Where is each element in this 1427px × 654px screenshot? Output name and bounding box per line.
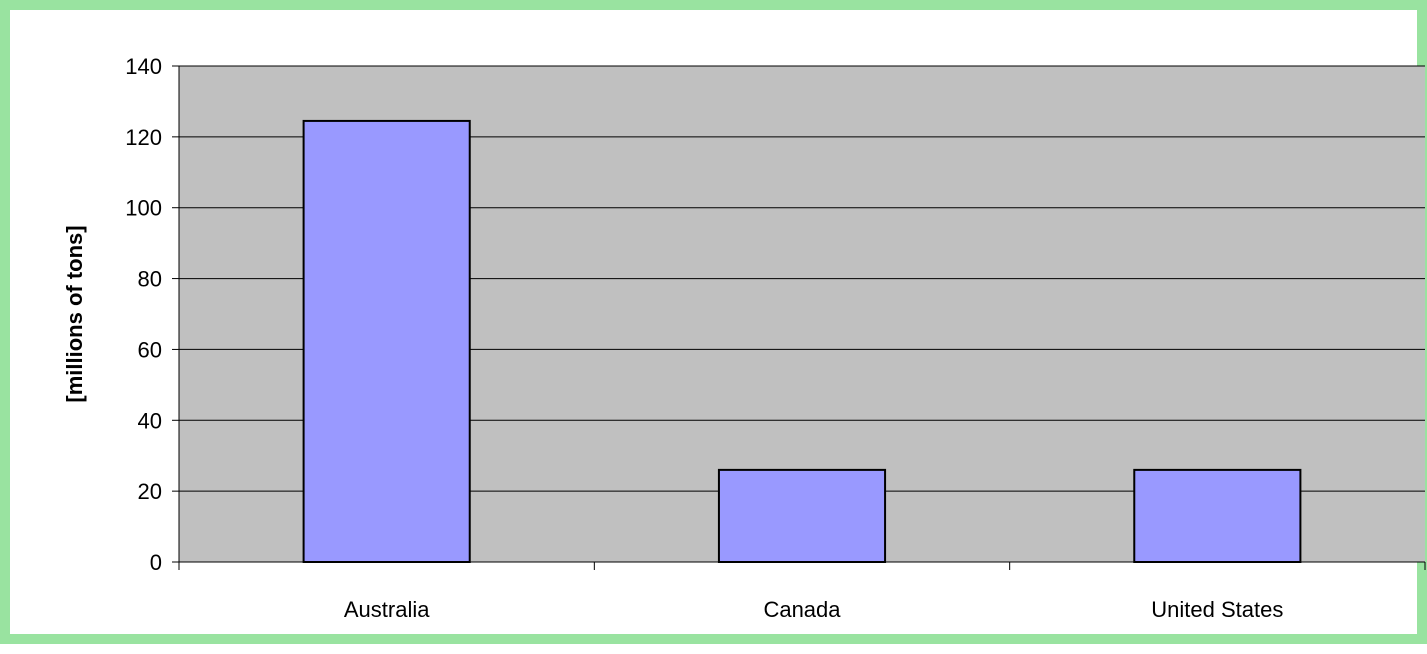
y-axis-title: [millions of tons] — [62, 225, 87, 402]
bar-canada — [717, 468, 887, 563]
bar-chart: 0 20 40 60 80 100 120 140 Australia Canada United… — [62, 54, 1426, 622]
y-tick-labels: 0 20 40 60 80 100 120 140 — [125, 54, 162, 575]
y-tick-label: 60 — [138, 337, 162, 362]
x-tick-label: Canada — [763, 597, 841, 622]
y-tick-label: 80 — [138, 267, 162, 292]
axes — [172, 65, 1426, 570]
y-tick-label: 40 — [138, 408, 162, 433]
y-tick-label: 120 — [125, 125, 162, 150]
y-tick-label: 100 — [125, 196, 162, 221]
y-tick-label: 140 — [125, 54, 162, 79]
y-tick-label: 0 — [150, 550, 162, 575]
y-tick-label: 20 — [138, 479, 162, 504]
x-tick-label: United States — [1151, 597, 1283, 622]
x-tick-labels: Australia Canada United States — [344, 597, 1284, 622]
x-tick-label: Australia — [344, 597, 430, 622]
bar-australia — [302, 119, 471, 564]
bar-united-states — [1133, 468, 1302, 563]
